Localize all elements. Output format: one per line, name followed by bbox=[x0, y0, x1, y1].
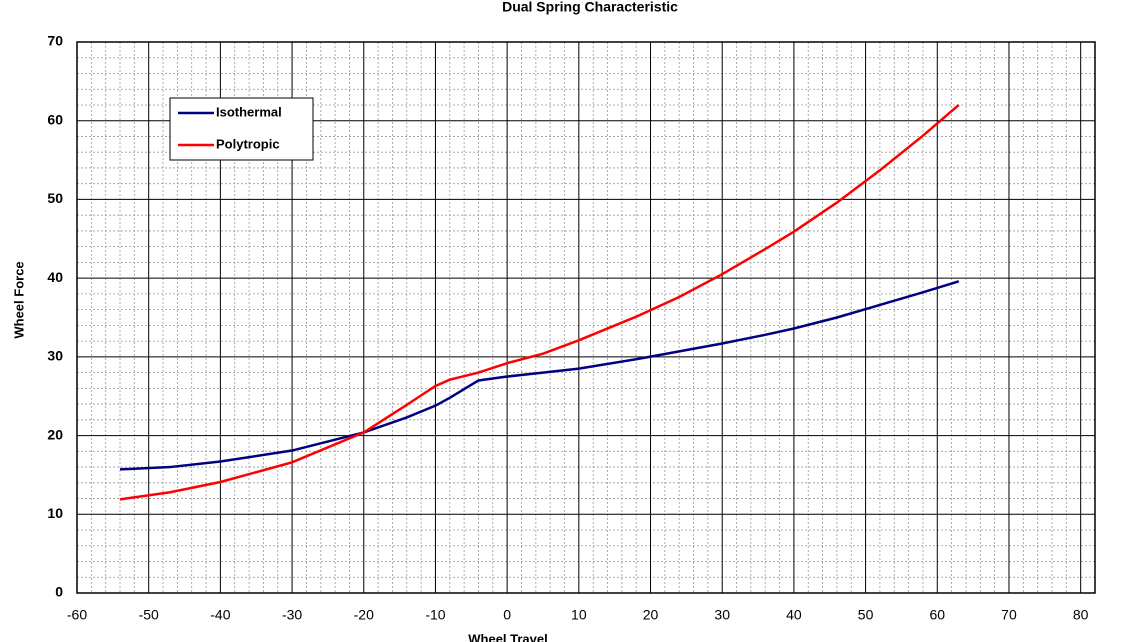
x-tick-label: 30 bbox=[714, 607, 730, 623]
y-tick-label: 10 bbox=[47, 505, 63, 521]
y-tick-label: 70 bbox=[47, 33, 63, 49]
x-tick-label: 50 bbox=[858, 607, 874, 623]
x-tick-label: 70 bbox=[1001, 607, 1017, 623]
x-tick-label: 10 bbox=[571, 607, 587, 623]
x-tick-label: 80 bbox=[1073, 607, 1089, 623]
y-axis-label: Wheel Force bbox=[11, 261, 26, 338]
x-tick-label: -10 bbox=[425, 607, 445, 623]
x-tick-label: 0 bbox=[503, 607, 511, 623]
x-axis-label: Wheel Travel bbox=[468, 631, 547, 642]
plot-frame bbox=[76, 41, 1096, 594]
y-tick-label: 40 bbox=[47, 269, 63, 285]
line bbox=[119, 104, 960, 501]
x-tick-label: -40 bbox=[210, 607, 230, 623]
legend-box bbox=[169, 97, 314, 161]
legend-label: Polytropic bbox=[216, 136, 280, 151]
x-tick-label: -30 bbox=[282, 607, 302, 623]
x-tick-label: -60 bbox=[67, 607, 87, 623]
x-tick-label: -50 bbox=[139, 607, 159, 623]
x-tick-label: 60 bbox=[929, 607, 945, 623]
y-tick-label: 60 bbox=[47, 111, 63, 127]
x-tick-label: 20 bbox=[643, 607, 659, 623]
y-tick-label: 50 bbox=[47, 190, 63, 206]
line bbox=[119, 280, 960, 471]
y-tick-label: 0 bbox=[55, 584, 63, 600]
chart-title: Dual Spring Characteristic bbox=[502, 0, 678, 15]
legend-label: Isothermal bbox=[216, 104, 282, 119]
x-tick-label: 40 bbox=[786, 607, 802, 623]
y-tick-label: 20 bbox=[47, 426, 63, 442]
x-tick-label: -20 bbox=[354, 607, 374, 623]
y-tick-label: 30 bbox=[47, 348, 63, 364]
